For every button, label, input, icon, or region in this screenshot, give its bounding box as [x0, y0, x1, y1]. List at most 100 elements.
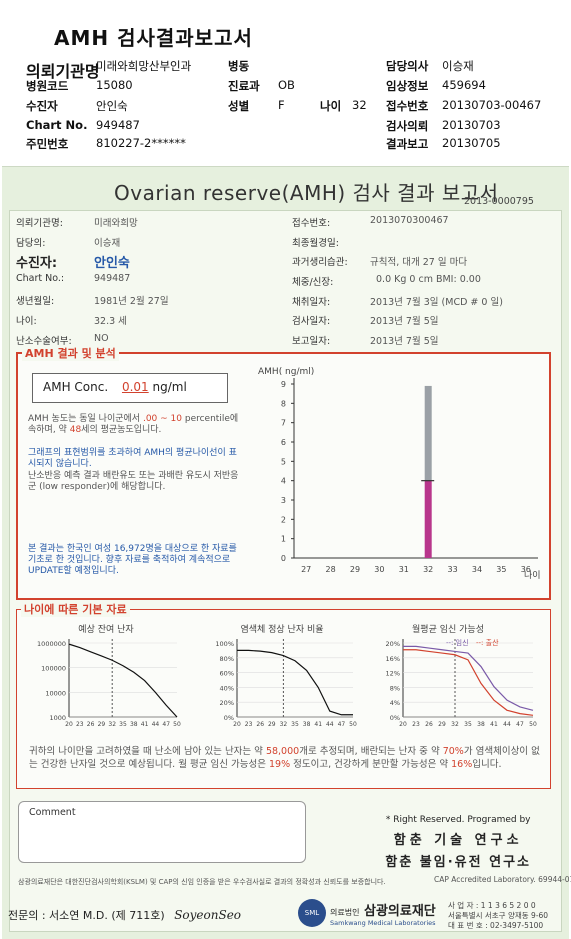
y-tick-label: 40%: [220, 684, 234, 692]
info-value: 미래와희망: [94, 218, 138, 229]
programmed-by: * Right Reserved. Programed by 함춘 기술 연구소…: [385, 815, 531, 870]
y-tick-label: 5: [281, 457, 286, 466]
x-tick-label: 35: [119, 721, 127, 728]
info-label: 나이:: [16, 316, 37, 327]
info-value: 32.3 세: [94, 316, 127, 327]
value-reported: 20130705: [442, 136, 501, 150]
amh-result-panel: AMH 결과 및 분석 AMH Conc. 0.01 ng/ml AMH 농도는…: [16, 345, 551, 600]
x-tick-label: 23: [412, 721, 420, 728]
label-department: 진료과: [228, 79, 260, 93]
x-tick-label: 32: [423, 565, 433, 574]
comment-label: Comment: [29, 807, 76, 818]
x-tick-label: 23: [245, 721, 253, 728]
x-tick-label: 38: [303, 721, 311, 728]
amh-response-text: 난소반응 예측 결과 배란유도 또는 과배란 유도시 저반응군 (low res…: [28, 471, 239, 492]
basic-section-title: 나이에 따른 기본 자료: [21, 601, 130, 617]
estimated-eggs: 58,000: [265, 746, 300, 757]
chart-title: AMH( ng/ml): [258, 367, 314, 377]
sheet-title: Ovarian reserve(AMH) 검사 결과 보고서: [114, 181, 499, 205]
x-tick-label: 38: [477, 721, 485, 728]
value-patient: 안인숙: [96, 99, 128, 113]
x-tick-label: 26: [87, 721, 95, 728]
y-tick-label: 20%: [386, 640, 400, 648]
x-tick-label: 27: [301, 565, 311, 574]
x-tick-label: 50: [173, 721, 181, 728]
lab-name-block: 의료법인 삼광의료재단 Samkwang Medical Laboratorie…: [330, 900, 436, 927]
legend-item: --: 임신: [446, 638, 469, 647]
info-label: 담당의:: [16, 238, 46, 249]
label-institution: 의뢰기관명: [26, 62, 100, 81]
series-line: [403, 645, 534, 711]
amh-range-note: 그래프의 표현범위를 초과하여 AMH의 평균나이선이 표시되지 않습니다.: [28, 448, 237, 469]
y-tick-label: 0%: [224, 714, 234, 722]
label-age: 나이: [320, 99, 342, 113]
y-tick-label: 16%: [386, 655, 400, 663]
amh-bar-segment: [424, 385, 432, 481]
lab-name-2: 함춘 불임·유전 연구소: [385, 855, 531, 870]
y-tick-label: 80%: [220, 655, 234, 663]
amh-concentration-box: AMH Conc. 0.01 ng/ml: [32, 373, 228, 403]
monthly-pregnancy-chart-panel: 월평균 임신 가능성 20% 16% 12% 8% 4% 0% 20 23 26 29 32 35 38…: [373, 622, 537, 728]
y-tick-label: 20%: [220, 699, 234, 707]
label-requested: 검사의뢰: [386, 119, 429, 133]
report-title: AMH 검사결과보고서: [54, 26, 253, 50]
comment-box: Comment: [18, 801, 306, 863]
x-tick-label: 50: [349, 721, 357, 728]
chart-x-label: 나이: [524, 570, 541, 581]
info-label: Chart No.:: [16, 273, 65, 284]
info-label: 채취일자:: [292, 297, 331, 308]
info-value: NO: [94, 333, 109, 344]
x-tick-label: 32: [108, 721, 116, 728]
x-tick-label: 32: [280, 721, 288, 728]
value-institution: 미래와희망산부인과: [96, 59, 192, 73]
info-value: 0.0 Kg 0 cm BMI: 0.00: [376, 274, 481, 285]
x-tick-label: 44: [326, 721, 334, 728]
lab-phone: 대 표 번 호 : 02-3497-5100: [448, 921, 544, 930]
normal-egg-ratio-chart: 100% 80% 60% 40% 20% 0%20 23 26 29 32 35 38 41 44 47 50: [215, 639, 357, 728]
cap-accreditation: CAP Accredited Laboratory. 69944-01: [434, 875, 571, 884]
info-value: 949487: [94, 273, 131, 284]
info-value: 2013년 7월 5일: [370, 316, 439, 327]
x-tick-label: 29: [268, 721, 276, 728]
x-tick-label: 34: [472, 565, 482, 574]
series-line: [237, 649, 353, 716]
sml-logo-icon: SML: [298, 899, 326, 927]
document-number: 2013-0000795: [464, 196, 534, 207]
summary-text: 개로 추정되며, 배란되는 난자 중 약: [299, 746, 440, 757]
summary-text: 귀하의 나이만을 고려하였을 때 난소에 남아 있는 난자는 약: [29, 746, 263, 757]
x-tick-label: 26: [256, 721, 264, 728]
label-sex: 성별: [228, 99, 250, 113]
y-tick-label: 2: [281, 515, 286, 524]
org-prefix: 의료법인: [330, 907, 360, 917]
amh-percentile-text: AMH 농도는 동일 나이군에서 .00 ~ 10 percentile에 속하…: [28, 414, 240, 436]
label-ward: 병동: [228, 59, 250, 73]
y-tick-label: 60%: [220, 670, 234, 678]
info-value: 2013년 7월 3일 (MCD # 0 일): [370, 297, 503, 308]
mini-chart-title: 예상 잔여 난자: [78, 625, 134, 635]
info-label: 의뢰기관명:: [16, 218, 63, 229]
x-tick-label: 47: [338, 721, 346, 728]
report-header: AMH 검사결과보고서 의뢰기관명 미래와희망산부인과 병원코드 15080 수…: [0, 0, 571, 162]
summary-text: 입니다.: [472, 758, 502, 770]
info-value: 2013070300467: [370, 215, 449, 226]
signature: SoyeonSeo: [174, 908, 242, 922]
lab-address: 서울특별시 서초구 양재동 9-60: [448, 911, 549, 920]
specialist-signature: 전문의 : 서소연 M.D. (제 711호) SoyeonSeo: [8, 907, 241, 923]
legend-item: --: 출산: [476, 638, 499, 647]
value-age: 32: [352, 98, 367, 112]
y-tick-label: 100%: [215, 640, 234, 648]
x-tick-label: 44: [152, 721, 160, 728]
y-tick-label: 9: [281, 380, 286, 389]
series-line: [403, 649, 534, 716]
remaining-eggs-chart-panel: 예상 잔여 난자 1000000 100000 10000 1000 20 23 26 29 3…: [31, 622, 181, 728]
value-doctor: 이승재: [442, 59, 474, 73]
basic-data-summary: 귀하의 나이만을 고려하였을 때 난소에 남아 있는 난자는 약 58,000개…: [29, 746, 545, 771]
x-tick-label: 20: [233, 721, 241, 728]
x-tick-label: 30: [374, 565, 384, 574]
info-label: 과거생리습관:: [292, 257, 348, 268]
info-label: 체중/신장:: [292, 277, 334, 288]
info-label: 접수번호:: [292, 218, 331, 229]
label-hospital-code: 병원코드: [26, 79, 69, 93]
